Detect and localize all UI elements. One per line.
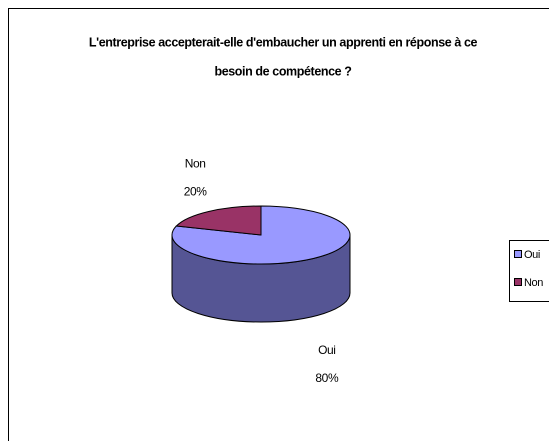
slice-label: Oui <box>318 343 335 357</box>
chart-title: besoin de compétence ? <box>214 64 351 78</box>
slice-label: Non <box>185 157 206 171</box>
legend-swatch <box>514 278 522 286</box>
slice-value-label: 80% <box>315 371 339 385</box>
pie-slice <box>175 205 262 236</box>
legend-label: Oui <box>524 249 540 261</box>
legend-label: Non <box>524 277 543 289</box>
legend-swatch <box>514 250 522 258</box>
slice-value-label: 20% <box>184 185 208 199</box>
chart-title: L'entreprise accepterait-elle d'embauche… <box>89 35 478 49</box>
